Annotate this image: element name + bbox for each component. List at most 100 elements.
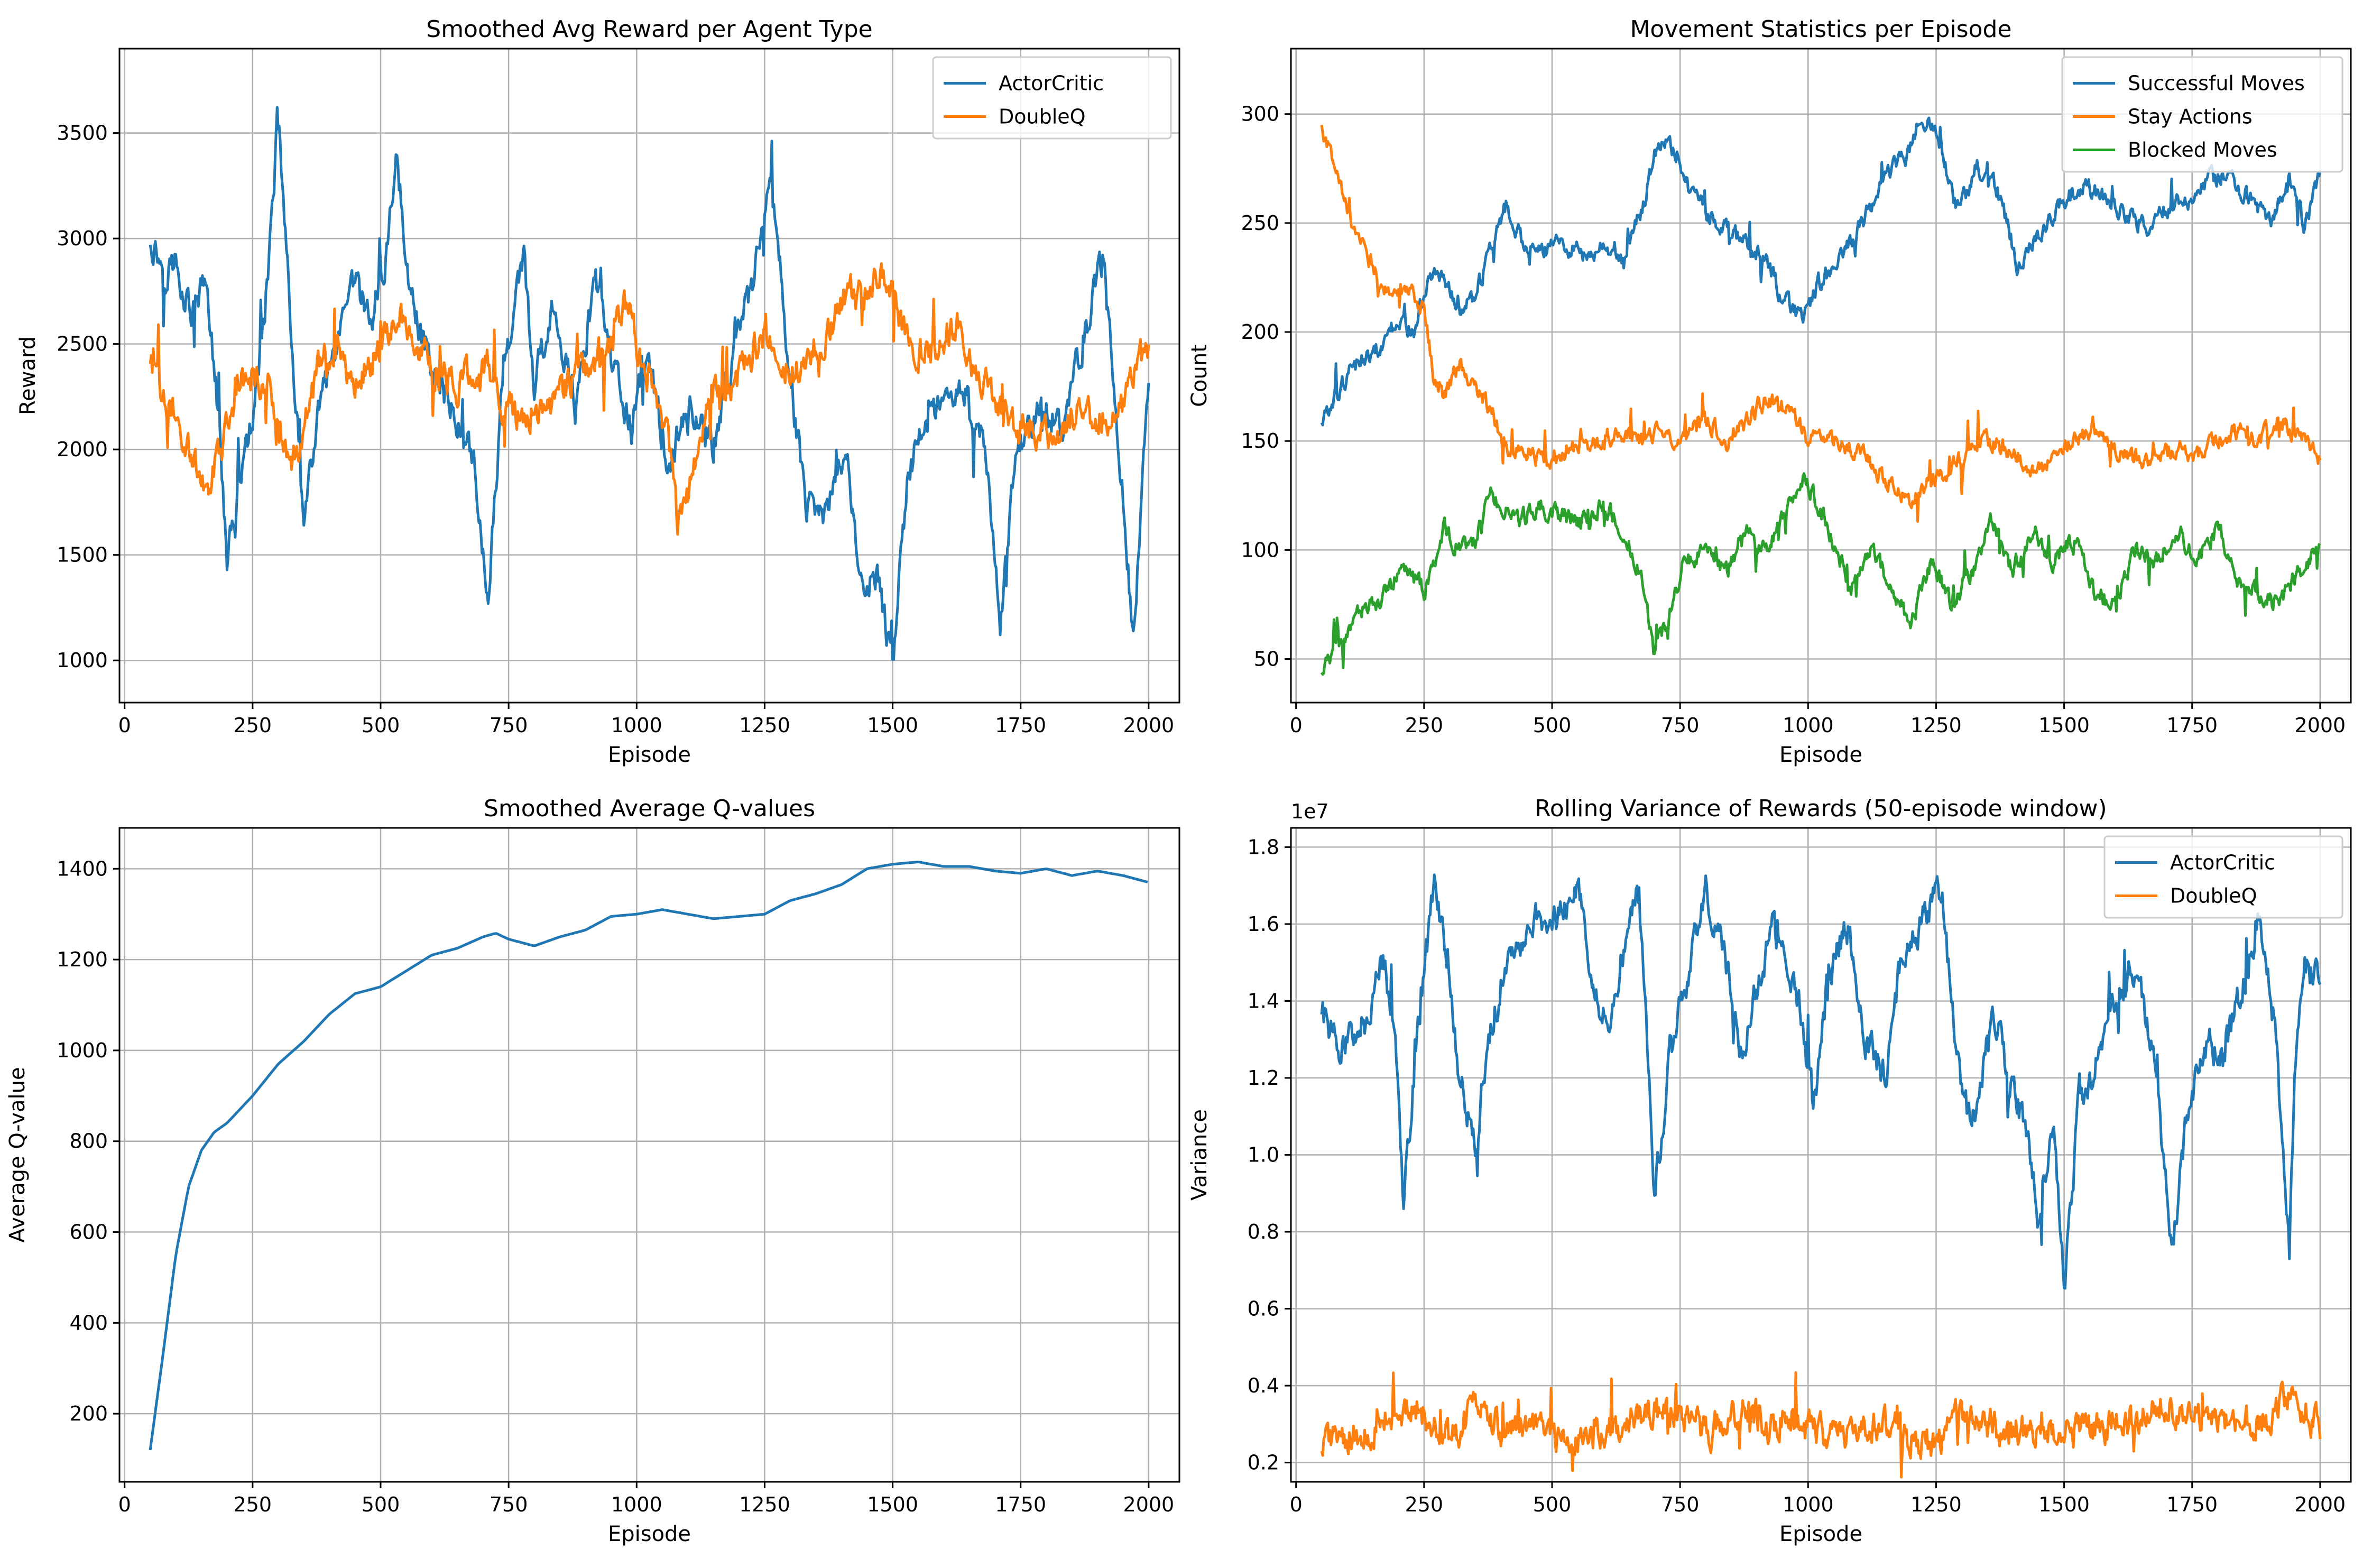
reward-x-tick-label: 0	[118, 714, 131, 737]
qvalues-x-tick-label: 750	[490, 1493, 528, 1516]
reward-y-tick-label: 2000	[57, 438, 108, 461]
variance-y-axis-label: Variance	[1187, 1109, 1212, 1201]
movement-y-axis-label: Count	[1187, 344, 1212, 407]
variance-y-tick-label: 0.4	[1248, 1374, 1279, 1397]
reward-legend-box	[932, 56, 1172, 140]
qvalues-y-tick-label: 1400	[57, 857, 108, 880]
reward-legend: ActorCritic DoubleQ	[932, 56, 1172, 140]
variance-y-tick-label: 0.8	[1248, 1220, 1279, 1243]
qvalues-y-axis-label: Average Q-value	[5, 1067, 30, 1242]
panel-reward: 0 250 500 750 1000 1250 1500 1750 2000 1000 1500 20…	[16, 16, 1180, 767]
movement-x-tick-label: 1750	[2166, 714, 2218, 737]
movement-lines	[1320, 116, 2322, 676]
qvalues-y-tick-label: 600	[69, 1221, 108, 1244]
movement-y-tick-label: 100	[1241, 538, 1279, 561]
reward-legend-label-actorcritic: ActorCritic	[999, 72, 1104, 95]
qvalues-x-tick-label: 2000	[1123, 1493, 1175, 1516]
movement-x-tick-label: 500	[1533, 714, 1572, 737]
reward-x-tick-label: 1250	[739, 714, 790, 737]
movement-x-tick-label: 2000	[2295, 714, 2346, 737]
qvalues-ticks: 0 250 500 750 1000 1250 1500 1750 2000 200 400 600 8…	[57, 857, 1174, 1516]
qvalues-series-q-values	[149, 860, 1148, 1451]
variance-y-tick-label: 1.8	[1248, 835, 1279, 859]
reward-x-tick-label: 750	[490, 714, 528, 737]
panel-qvalues: 0 250 500 750 1000 1250 1500 1750 2000 200 400 600 8…	[5, 795, 1180, 1546]
qvalues-lines	[149, 860, 1148, 1451]
movement-series-stay-actions	[1320, 125, 2322, 523]
variance-series-actorcritic	[1320, 873, 2322, 1290]
qvalues-x-tick-label: 1000	[611, 1493, 662, 1516]
variance-x-axis-label: Episode	[1779, 1522, 1862, 1546]
qvalues-x-axis-label: Episode	[608, 1522, 691, 1546]
qvalues-grid	[119, 828, 1179, 1482]
movement-chart-title: Movement Statistics per Episode	[1630, 16, 2011, 43]
movement-x-tick-label: 1500	[2038, 714, 2090, 737]
reward-series-actorcritic	[149, 106, 1150, 661]
variance-y-offset-label: 1e7	[1291, 800, 1329, 823]
variance-y-tick-label: 1.2	[1248, 1066, 1279, 1090]
reward-series-doubleq	[149, 262, 1150, 536]
reward-y-axis-label: Reward	[16, 336, 40, 415]
movement-legend-box	[2061, 56, 2343, 173]
movement-y-tick-label: 150	[1241, 429, 1279, 453]
reward-x-tick-label: 2000	[1123, 714, 1175, 737]
movement-axes-frame	[1290, 48, 2352, 704]
variance-y-tick-label: 1.6	[1248, 912, 1279, 936]
reward-ticks: 0 250 500 750 1000 1250 1500 1750 2000 1000 1500 20…	[57, 122, 1174, 737]
variance-x-tick-label: 1750	[2166, 1493, 2218, 1516]
variance-legend: ActorCritic DoubleQ	[2103, 835, 2343, 919]
reward-lines	[149, 106, 1150, 661]
qvalues-y-tick-label: 400	[69, 1311, 108, 1334]
qvalues-y-tick-label: 800	[69, 1130, 108, 1153]
movement-series-successful-moves	[1320, 116, 2322, 427]
variance-y-tick-label: 0.2	[1248, 1451, 1279, 1474]
reward-x-tick-label: 500	[362, 714, 400, 737]
panel-variance: 0 250 500 750 1000 1250 1500 1750 2000 0.2 0.4 0.6 0…	[1187, 795, 2352, 1546]
qvalues-x-tick-label: 1250	[739, 1493, 790, 1516]
movement-x-tick-label: 1000	[1783, 714, 1834, 737]
variance-x-tick-label: 1250	[1910, 1493, 1962, 1516]
movement-x-tick-label: 250	[1405, 714, 1444, 737]
reward-x-tick-label: 1000	[611, 714, 662, 737]
qvalues-x-tick-label: 0	[118, 1493, 131, 1516]
reward-grid	[119, 49, 1179, 703]
reward-y-tick-label: 3500	[57, 122, 108, 145]
movement-x-tick-label: 0	[1290, 714, 1303, 737]
reward-chart-title: Smoothed Avg Reward per Agent Type	[426, 16, 872, 43]
qvalues-x-tick-label: 1750	[995, 1493, 1046, 1516]
movement-series-blocked-moves	[1320, 472, 2321, 676]
movement-legend-label-blocked: Blocked Moves	[2128, 139, 2277, 162]
variance-x-tick-label: 1500	[2038, 1493, 2090, 1516]
movement-legend-label-successful: Successful Moves	[2128, 72, 2305, 95]
reward-x-tick-label: 1500	[867, 714, 918, 737]
movement-x-tick-label: 1250	[1910, 714, 1962, 737]
reward-axes-frame	[118, 48, 1180, 704]
variance-x-tick-label: 1000	[1783, 1493, 1834, 1516]
variance-legend-label-actorcritic: ActorCritic	[2170, 851, 2275, 874]
qvalues-y-tick-label: 200	[69, 1402, 108, 1425]
qvalues-x-tick-label: 1500	[867, 1493, 918, 1516]
qvalues-x-tick-label: 250	[234, 1493, 272, 1516]
variance-grid	[1291, 828, 2351, 1482]
variance-series-doubleq	[1320, 1371, 2322, 1479]
variance-x-tick-label: 750	[1661, 1493, 1700, 1516]
variance-legend-label-doubleq: DoubleQ	[2170, 884, 2257, 908]
reward-y-tick-label: 3000	[57, 227, 108, 250]
qvalues-chart-title: Smoothed Average Q-values	[484, 795, 815, 822]
movement-x-tick-label: 750	[1661, 714, 1700, 737]
reward-y-tick-label: 1500	[57, 543, 108, 567]
variance-legend-box	[2103, 835, 2343, 919]
variance-x-tick-label: 2000	[2295, 1493, 2346, 1516]
movement-x-axis-label: Episode	[1779, 743, 1862, 767]
qvalues-y-tick-label: 1200	[57, 948, 108, 971]
movement-y-tick-label: 300	[1241, 103, 1279, 126]
movement-y-tick-label: 250	[1241, 211, 1279, 235]
reward-x-axis-label: Episode	[608, 743, 691, 767]
movement-y-tick-label: 50	[1254, 648, 1279, 671]
qvalues-x-tick-label: 500	[362, 1493, 400, 1516]
movement-ticks: 0 250 500 750 1000 1250 1500 1750 2000 50 100 150 20…	[1241, 103, 2346, 737]
reward-x-tick-label: 1750	[995, 714, 1046, 737]
reward-x-tick-label: 250	[234, 714, 272, 737]
